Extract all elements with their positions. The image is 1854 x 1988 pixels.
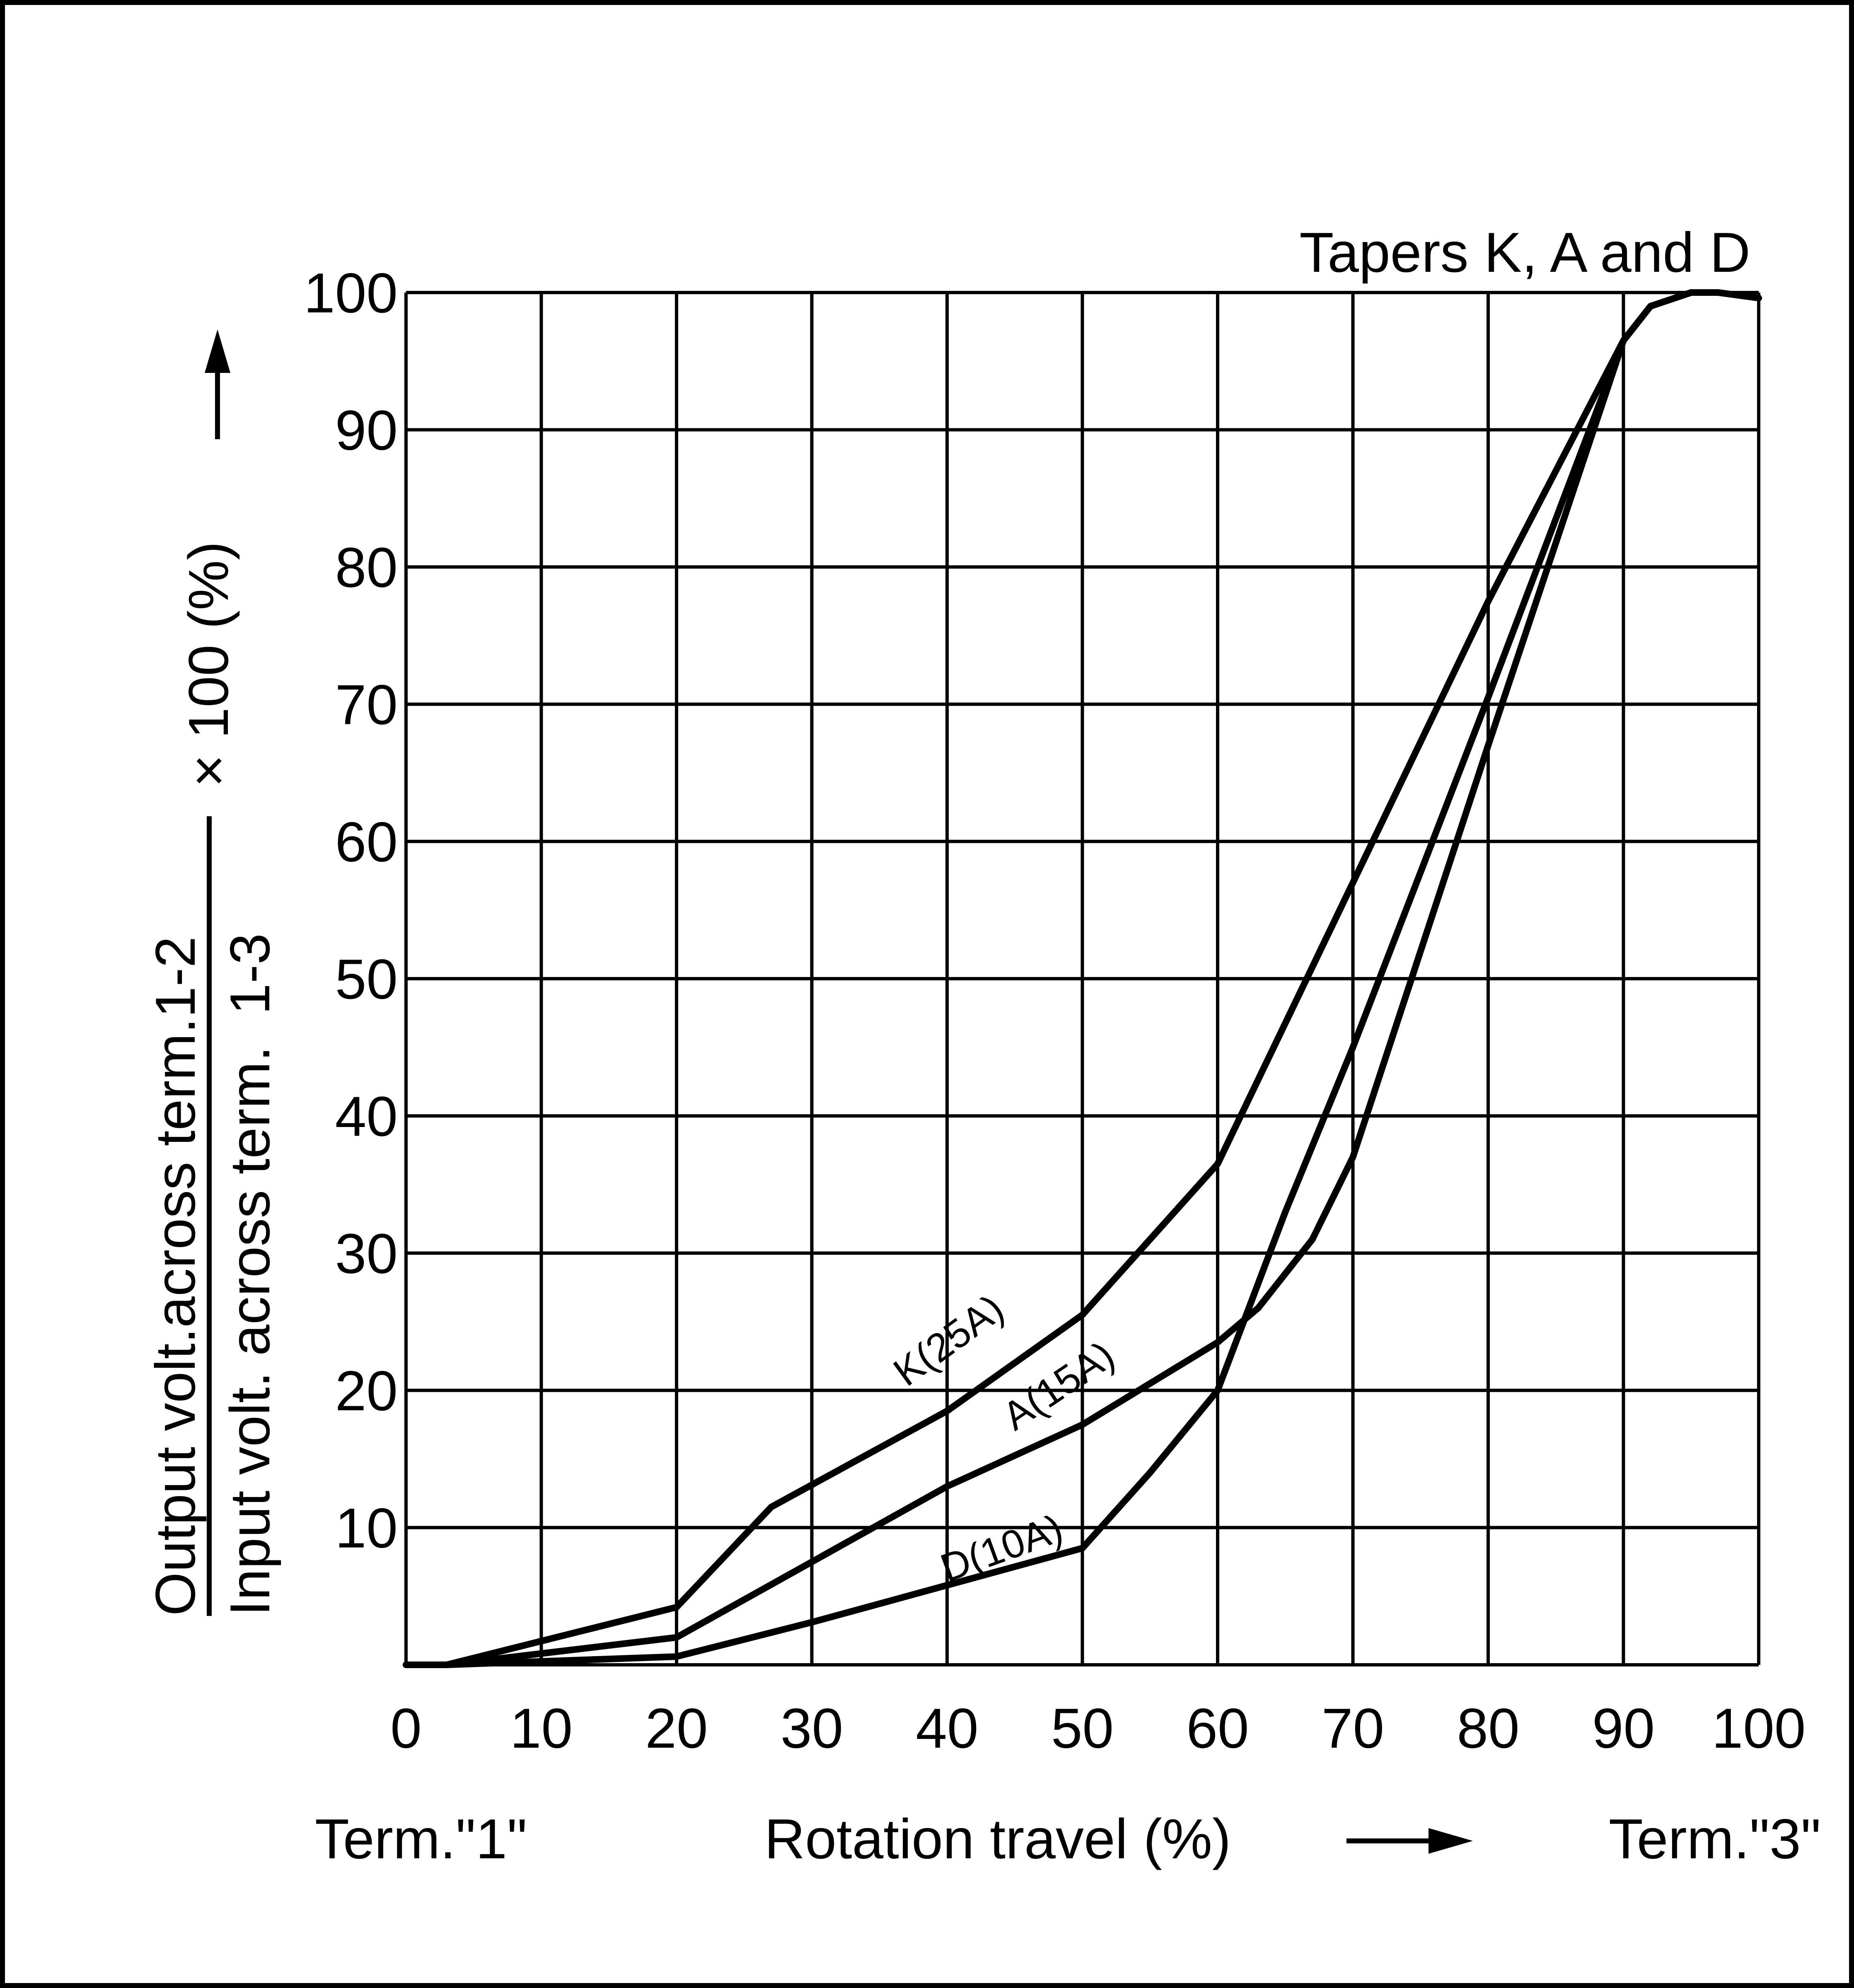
y-axis-label: Output volt.across term.1-2 Input volt. … xyxy=(144,329,281,1616)
x-tick-label: 80 xyxy=(1457,1697,1519,1760)
x-axis-label: Rotation travel (%) xyxy=(764,1807,1231,1870)
y-axis-arrowhead xyxy=(205,329,230,373)
y-tick-label: 30 xyxy=(335,1222,398,1285)
x-start-label: Term."1" xyxy=(315,1807,527,1870)
x-tick-label: 100 xyxy=(1712,1697,1806,1760)
y-tick-label: 70 xyxy=(335,673,398,736)
chart-title: Tapers K, A and D xyxy=(1299,221,1750,284)
x-tick-label: 0 xyxy=(390,1697,422,1760)
y-tick-labels: 10 20 30 40 50 60 70 80 90 100 xyxy=(304,261,398,1560)
x-tick-label: 40 xyxy=(916,1697,978,1760)
x-tick-label: 50 xyxy=(1051,1697,1114,1760)
x-tick-label: 60 xyxy=(1186,1697,1249,1760)
x-tick-label: 10 xyxy=(510,1697,573,1760)
x-end-label: Term."3" xyxy=(1609,1807,1821,1870)
y-axis-label-suffix: × 100 (%) xyxy=(177,542,240,787)
y-axis-label-numerator: Output volt.across term.1-2 xyxy=(144,936,207,1616)
y-tick-label: 90 xyxy=(335,399,398,462)
plot-grid xyxy=(404,291,1760,1666)
x-tick-label: 90 xyxy=(1592,1697,1655,1760)
x-tick-label: 20 xyxy=(645,1697,708,1760)
x-tick-label: 70 xyxy=(1322,1697,1384,1760)
y-tick-label: 100 xyxy=(304,261,398,324)
curves xyxy=(403,289,1762,1668)
curve-d-10a xyxy=(403,289,1762,1668)
y-tick-label: 60 xyxy=(335,810,398,873)
x-tick-labels: 0 10 20 30 40 50 60 70 80 90 100 xyxy=(390,1697,1806,1760)
x-tick-label: 30 xyxy=(781,1697,843,1760)
y-tick-label: 10 xyxy=(335,1497,398,1560)
y-axis-label-denominator: Input volt. across term. 1-3 xyxy=(218,933,281,1616)
y-tick-label: 40 xyxy=(335,1085,398,1148)
y-tick-label: 50 xyxy=(335,948,398,1011)
x-axis-arrow xyxy=(1346,1828,1473,1854)
y-tick-label: 80 xyxy=(335,536,398,599)
y-tick-label: 20 xyxy=(335,1359,398,1422)
